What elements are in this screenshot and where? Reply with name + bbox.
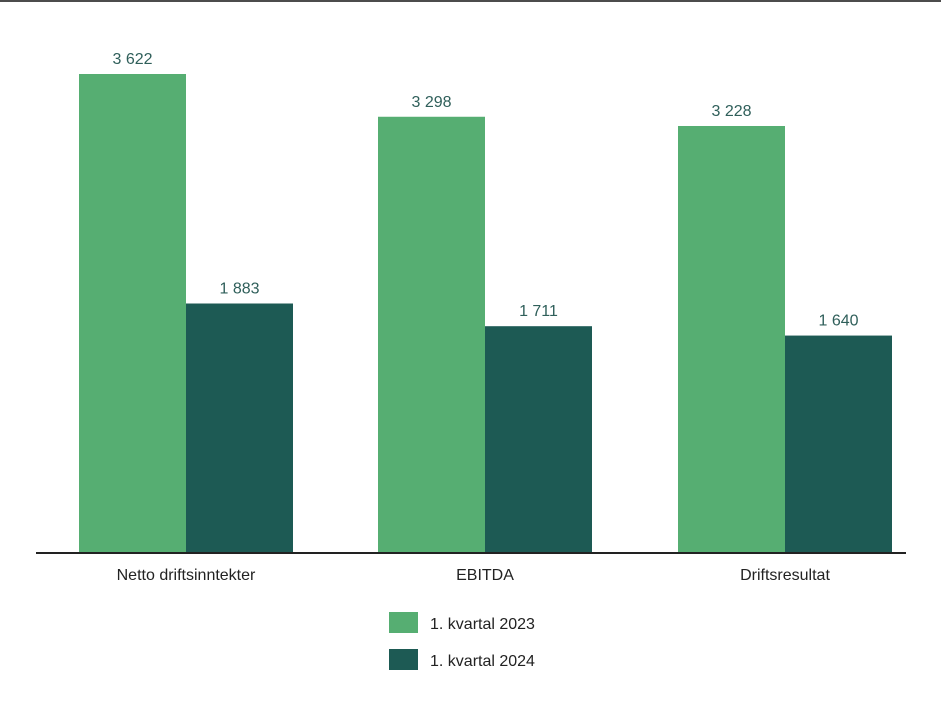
bar-2023-1 <box>378 116 485 552</box>
bars-layer <box>79 74 892 552</box>
legend-swatch <box>389 649 418 670</box>
legend-item: 1. kvartal 2024 <box>389 649 535 670</box>
data-label: 1 711 <box>519 303 558 320</box>
data-label: 1 640 <box>818 313 858 330</box>
bar-2024-0 <box>186 303 293 552</box>
data-label: 3 622 <box>112 51 152 68</box>
data-label: 3 298 <box>411 94 451 111</box>
data-label: 1 883 <box>219 280 259 297</box>
data-labels-layer: 3 622 3 298 3 228 1 883 1 711 1 640 <box>112 51 858 330</box>
bar-2024-2 <box>785 335 892 552</box>
legend: 1. kvartal 2023 1. kvartal 2024 <box>389 612 535 670</box>
bar-2024-1 <box>485 326 592 552</box>
x-tick-label: EBITDA <box>456 567 514 584</box>
legend-item: 1. kvartal 2023 <box>389 612 535 633</box>
x-tick-label: Driftsresultat <box>740 567 830 584</box>
legend-label: 1. kvartal 2024 <box>430 653 535 670</box>
x-tick-label: Netto driftsinntekter <box>117 567 256 584</box>
data-label: 3 228 <box>711 103 751 120</box>
bar-2023-0 <box>79 74 186 552</box>
legend-swatch <box>389 612 418 633</box>
legend-label: 1. kvartal 2023 <box>430 616 535 633</box>
bar-2023-2 <box>678 125 785 552</box>
x-tick-labels: Netto driftsinntekter EBITDA Driftsresulta… <box>117 567 831 584</box>
